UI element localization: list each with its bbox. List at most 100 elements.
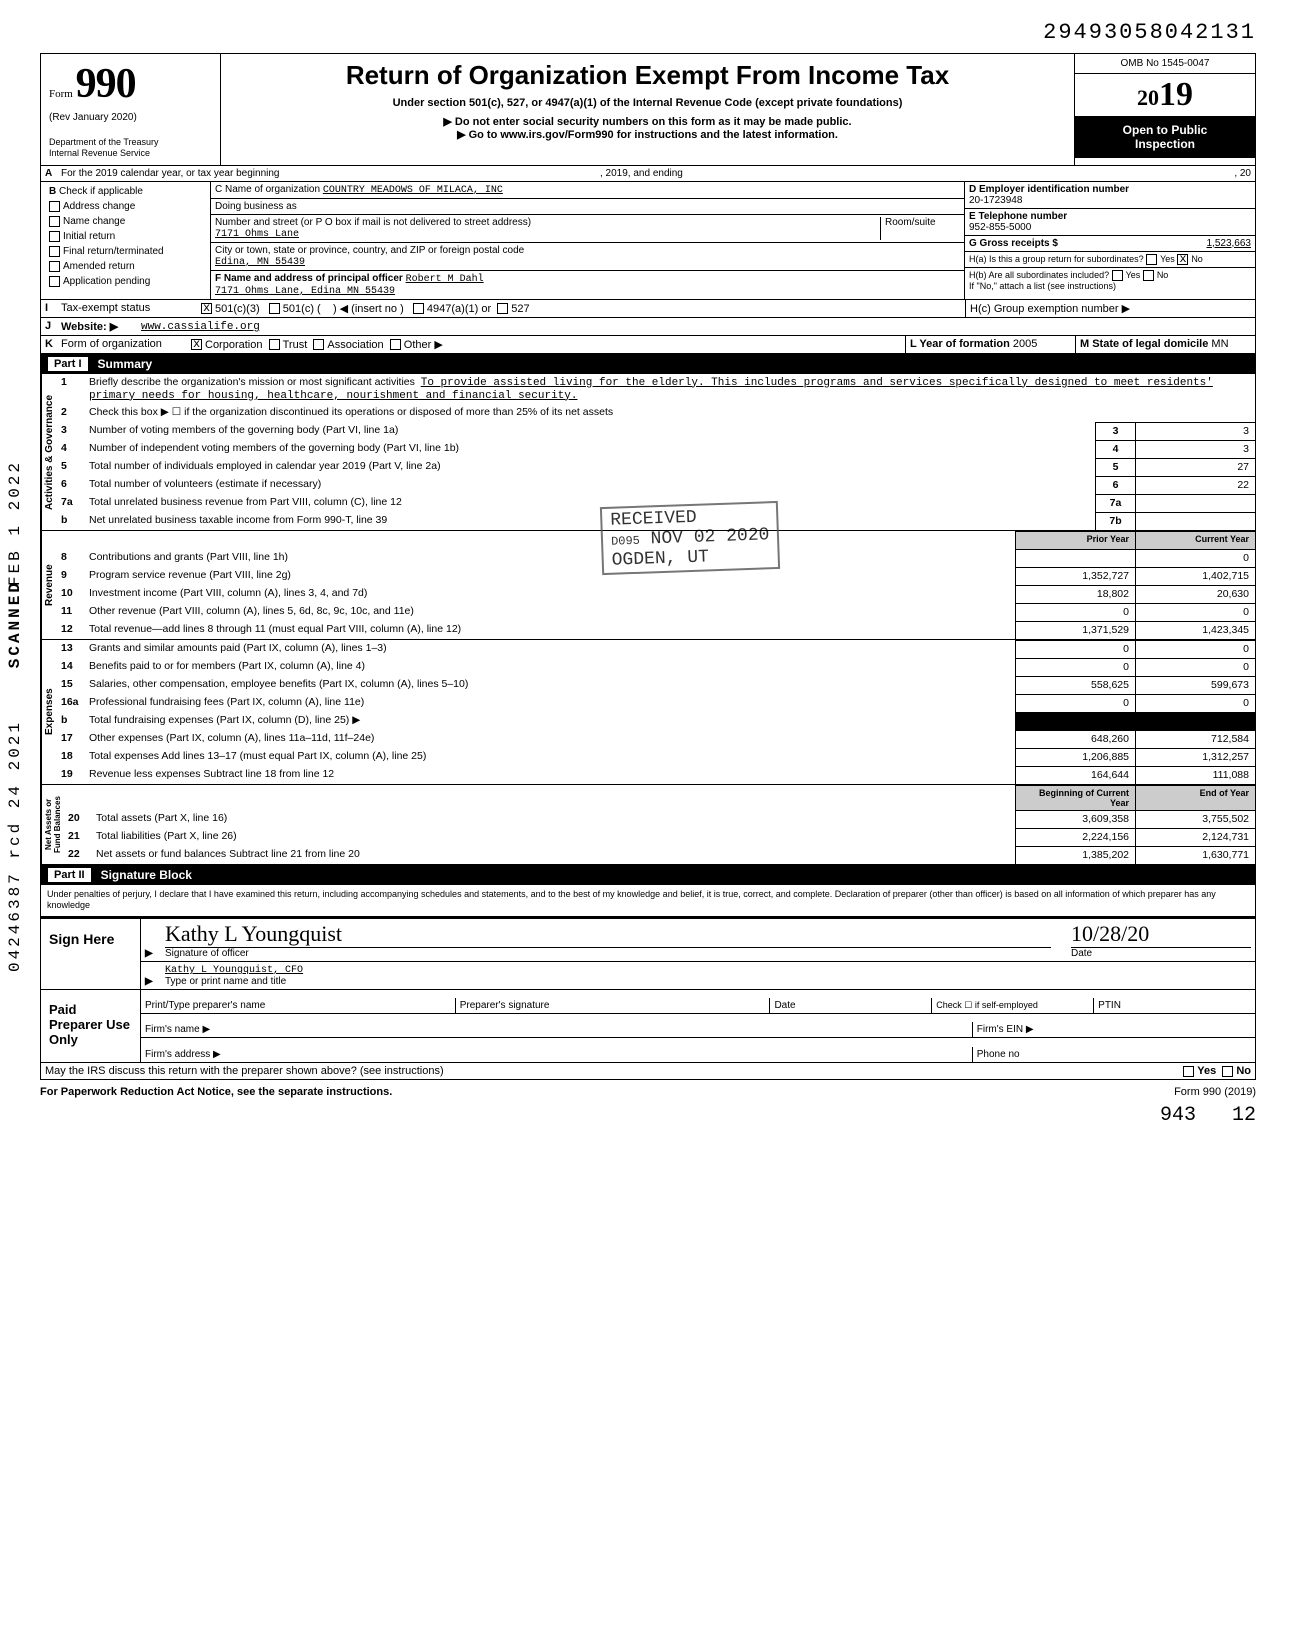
checkbox-association[interactable] <box>313 339 324 350</box>
form-990-logo: Form 990 <box>49 60 212 108</box>
line-k: K Form of organization Corporation Trust… <box>40 336 1256 354</box>
prior-year-value: 1,352,727 <box>1015 567 1135 585</box>
prior-year-value: 1,206,885 <box>1015 748 1135 766</box>
officer-print-name: Kathy L Youngquist, CFO <box>165 965 303 976</box>
website: www.cassialife.org <box>141 321 260 333</box>
prior-year-value: 2,224,156 <box>1015 828 1135 846</box>
prior-year-value: 558,625 <box>1015 676 1135 694</box>
form-header: Form 990 (Rev January 2020) Department o… <box>40 53 1256 166</box>
side-scanned: SCANNED <box>6 580 24 668</box>
street-address: 7171 Ohms Lane <box>215 229 299 240</box>
irs-discuss-line: May the IRS discuss this return with the… <box>40 1063 1256 1080</box>
instructions-link: ▶ Go to www.irs.gov/Form990 for instruct… <box>231 128 1064 141</box>
footer: For Paperwork Reduction Act Notice, see … <box>40 1086 1256 1098</box>
form-subtitle: Under section 501(c), 527, or 4947(a)(1)… <box>231 97 1064 109</box>
officer-address: 7171 Ohms Lane, Edina MN 55439 <box>215 286 395 297</box>
checkbox-hb-no[interactable] <box>1143 270 1154 281</box>
summary-box: RECEIVED D095 NOV 02 2020 OGDEN, UT Acti… <box>40 374 1256 865</box>
summary-value <box>1135 494 1255 512</box>
omb-number: OMB No 1545-0047 <box>1075 54 1255 74</box>
officer-signature: Kathy L Youngquist <box>165 921 342 946</box>
year-formation: 2005 <box>1013 338 1037 350</box>
checkbox-501c[interactable] <box>269 303 280 314</box>
col-prior-year: Prior Year <box>1015 531 1135 549</box>
summary-value: 3 <box>1135 440 1255 458</box>
checkbox-corporation[interactable] <box>191 339 202 350</box>
checkbox-4947[interactable] <box>413 303 424 314</box>
current-year-value: 0 <box>1135 658 1255 676</box>
current-year-value: 0 <box>1135 694 1255 712</box>
side-feb: FEB 1 2022 <box>6 460 24 586</box>
summary-value: 3 <box>1135 422 1255 440</box>
current-year-value: 599,673 <box>1135 676 1255 694</box>
line-a: A For the 2019 calendar year, or tax yea… <box>40 166 1256 182</box>
line-j: J Website: ▶ www.cassialife.org <box>40 318 1256 336</box>
open-to-public: Open to PublicInspection <box>1075 117 1255 158</box>
col-beginning: Beginning of Current Year <box>1015 785 1135 810</box>
tab-revenue: Revenue <box>41 531 57 639</box>
hc-group-exemption: H(c) Group exemption number ▶ <box>965 300 1255 317</box>
ssn-warning: ▶ Do not enter social security numbers o… <box>231 115 1064 128</box>
checkbox-initial-return[interactable] <box>49 231 60 242</box>
prior-year-value: 0 <box>1015 603 1135 621</box>
ein: 20-1723948 <box>969 195 1022 206</box>
current-year-value: 2,124,731 <box>1135 828 1255 846</box>
summary-value <box>1135 512 1255 530</box>
current-year-value: 712,584 <box>1135 730 1255 748</box>
current-year-value: 20,630 <box>1135 585 1255 603</box>
prior-year-value: 0 <box>1015 694 1135 712</box>
summary-value: 27 <box>1135 458 1255 476</box>
revision: (Rev January 2020) <box>49 112 212 123</box>
checkbox-hb-yes[interactable] <box>1112 270 1123 281</box>
current-year-value: 0 <box>1135 640 1255 658</box>
signature-date: 10/28/20 <box>1071 921 1149 946</box>
checkbox-527[interactable] <box>497 303 508 314</box>
gross-receipts: 1,523,663 <box>1207 238 1252 249</box>
checkbox-name-change[interactable] <box>49 216 60 227</box>
checkbox-application-pending[interactable] <box>49 276 60 287</box>
paid-preparer-section: Paid Preparer Use Only Print/Type prepar… <box>40 990 1256 1063</box>
checkbox-discuss-yes[interactable] <box>1183 1066 1194 1077</box>
current-year-value: 1,402,715 <box>1135 567 1255 585</box>
checkbox-ha-no[interactable] <box>1177 254 1188 265</box>
part-ii-header: Part IISignature Block <box>40 865 1256 885</box>
checkbox-discuss-no[interactable] <box>1222 1066 1233 1077</box>
line-i: I Tax-exempt status 501(c)(3) 501(c) ( )… <box>40 300 1256 318</box>
current-year-value: 3,755,502 <box>1135 810 1255 828</box>
checkbox-trust[interactable] <box>269 339 280 350</box>
checkbox-501c3[interactable] <box>201 303 212 314</box>
form-title: Return of Organization Exempt From Incom… <box>231 60 1064 91</box>
side-dln: 04246387 rcd 24 2021 <box>6 720 24 972</box>
prior-year-value: 0 <box>1015 658 1135 676</box>
prior-year-value: 18,802 <box>1015 585 1135 603</box>
department: Department of the TreasuryInternal Reven… <box>49 137 212 159</box>
current-year-value: 1,423,345 <box>1135 621 1255 639</box>
org-info-block: B Check if applicable Address change Nam… <box>40 182 1256 300</box>
current-year-value: 1,630,771 <box>1135 846 1255 864</box>
checkbox-amended[interactable] <box>49 261 60 272</box>
officer-name: Robert M Dahl <box>406 274 484 285</box>
perjury-statement: Under penalties of perjury, I declare th… <box>40 885 1256 917</box>
prior-year-value: 1,385,202 <box>1015 846 1135 864</box>
summary-value: 22 <box>1135 476 1255 494</box>
document-number: 29493058042131 <box>40 20 1256 45</box>
checkbox-ha-yes[interactable] <box>1146 254 1157 265</box>
checkbox-address-change[interactable] <box>49 201 60 212</box>
col-current-year: Current Year <box>1135 531 1255 549</box>
city-state-zip: Edina, MN 55439 <box>215 257 305 268</box>
tab-net-assets: Net Assets orFund Balances <box>41 785 64 864</box>
current-year-value: 1,312,257 <box>1135 748 1255 766</box>
col-end: End of Year <box>1135 785 1255 810</box>
prior-year-value: 648,260 <box>1015 730 1135 748</box>
org-name: COUNTRY MEADOWS OF MILACA, INC <box>323 185 503 196</box>
prior-year-value <box>1015 549 1135 567</box>
prior-year-value: 1,371,529 <box>1015 621 1135 639</box>
current-year-value: 111,088 <box>1135 766 1255 784</box>
checkbox-other[interactable] <box>390 339 401 350</box>
current-year-value: 0 <box>1135 603 1255 621</box>
state-domicile: MN <box>1211 338 1228 350</box>
tab-expenses: Expenses <box>41 640 57 784</box>
prior-year-value: 3,609,358 <box>1015 810 1135 828</box>
handwritten-numbers: 943 12 <box>40 1104 1256 1127</box>
checkbox-final-return[interactable] <box>49 246 60 257</box>
